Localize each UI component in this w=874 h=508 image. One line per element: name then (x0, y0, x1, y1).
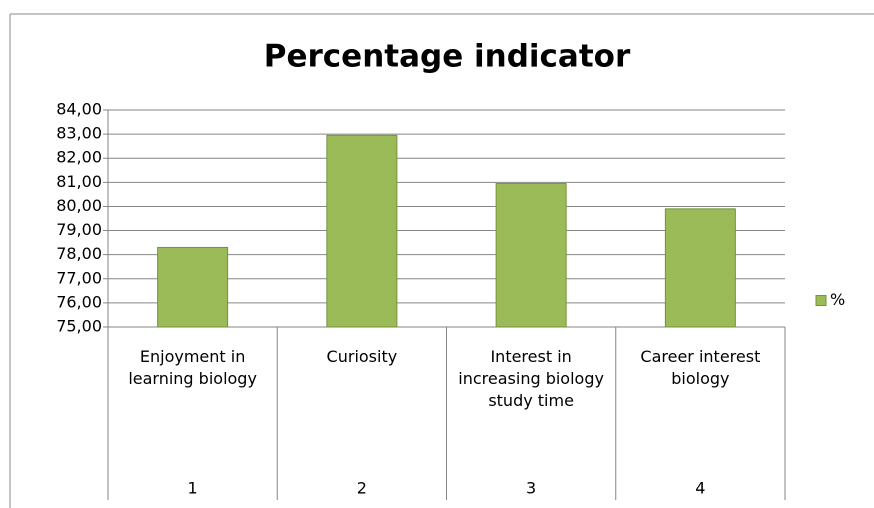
x-tick-label: Enjoyment in learning biology (128, 347, 257, 388)
x-tick-label: Career interest biology (640, 347, 761, 388)
bar (495, 183, 567, 328)
bar (326, 134, 398, 328)
y-tick-label: 83,00 (56, 124, 102, 143)
y-tick-label: 81,00 (56, 172, 102, 191)
x-group-label: 4 (695, 479, 705, 498)
x-group-label: 1 (188, 479, 198, 498)
y-tick-label: 79,00 (56, 220, 102, 239)
x-tick-label: Interest in increasing biology study tim… (458, 347, 604, 410)
x-group-label: 3 (526, 479, 536, 498)
bar (157, 246, 229, 328)
y-tick-label: 78,00 (56, 244, 102, 263)
y-tick-label: 76,00 (56, 292, 102, 311)
y-tick-label: 82,00 (56, 148, 102, 167)
chart-title: Percentage indicator (264, 39, 631, 75)
y-tick-label: 75,00 (56, 317, 102, 336)
y-tick-label: 84,00 (56, 100, 102, 119)
x-group-label: 2 (357, 479, 367, 498)
legend-label: % (830, 290, 845, 309)
legend-swatch (815, 295, 827, 306)
x-tick-label: Curiosity (326, 347, 398, 366)
y-tick-label: 77,00 (56, 268, 102, 287)
bar (664, 208, 736, 328)
y-tick-label: 80,00 (56, 196, 102, 215)
